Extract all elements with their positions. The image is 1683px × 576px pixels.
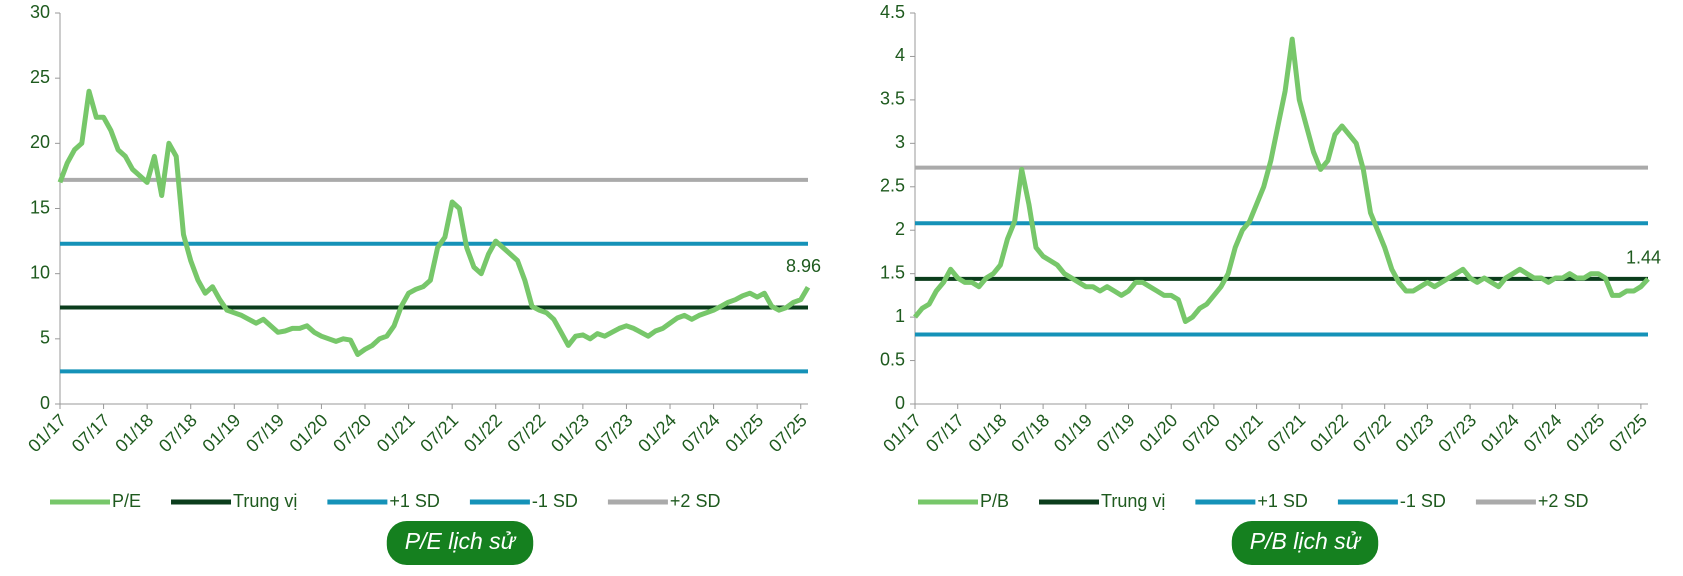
x-tick-label: 07/21 <box>1263 410 1309 456</box>
caption-pill <box>1231 521 1379 565</box>
y-tick-label: 0 <box>40 393 50 413</box>
x-tick-label: 01/23 <box>547 410 593 456</box>
x-tick-label: 07/22 <box>503 410 549 456</box>
x-tick-label: 01/17 <box>879 410 925 456</box>
x-tick-label: 01/22 <box>1306 410 1352 456</box>
x-tick-label: 01/23 <box>1392 410 1438 456</box>
legend-label: +1 SD <box>1257 491 1308 511</box>
y-tick-label: 25 <box>30 67 50 87</box>
x-tick-label: 07/17 <box>922 410 968 456</box>
y-tick-label: 30 <box>30 2 50 22</box>
legend-label: +1 SD <box>389 491 440 511</box>
x-tick-label: 01/18 <box>111 410 157 456</box>
x-tick-label: 01/25 <box>721 410 767 456</box>
legend-label: P/E <box>112 491 141 511</box>
x-tick-label: 01/21 <box>373 410 419 456</box>
y-tick-label: 4.5 <box>880 2 905 22</box>
y-tick-label: 0 <box>895 393 905 413</box>
x-tick-label: 07/24 <box>1520 410 1566 456</box>
x-tick-label: 01/20 <box>1135 410 1181 456</box>
x-tick-label: 01/17 <box>24 410 70 456</box>
x-tick-label: 07/23 <box>591 410 637 456</box>
end-label: 1.44 <box>1626 248 1661 268</box>
caption: P/B lịch sử <box>1250 528 1362 554</box>
legend-label: Trung vị <box>233 491 297 511</box>
y-tick-label: 15 <box>30 197 50 217</box>
x-tick-label: 07/25 <box>765 410 811 456</box>
y-tick-label: 10 <box>30 262 50 282</box>
end-label: 8.96 <box>786 256 821 276</box>
y-tick-label: 1 <box>895 306 905 326</box>
x-tick-label: 01/25 <box>1562 410 1608 456</box>
legend-label: P/B <box>980 491 1009 511</box>
y-tick-label: 0.5 <box>880 349 905 369</box>
x-tick-label: 01/24 <box>1477 410 1523 456</box>
x-tick-label: 07/22 <box>1349 410 1395 456</box>
data-line <box>913 36 1650 324</box>
x-tick-label: 07/18 <box>155 410 201 456</box>
y-tick-label: 1.5 <box>880 262 905 282</box>
caption-pill <box>386 521 534 565</box>
y-tick-label: 2 <box>895 219 905 239</box>
legend-label: +2 SD <box>1538 491 1589 511</box>
x-tick-label: 01/22 <box>460 410 506 456</box>
x-tick-label: 07/19 <box>242 410 288 456</box>
x-tick-label: 07/20 <box>329 410 375 456</box>
y-tick-label: 4 <box>895 45 905 65</box>
caption: P/E lịch sử <box>405 528 517 554</box>
x-tick-label: 07/17 <box>68 410 114 456</box>
x-tick-label: 07/18 <box>1007 410 1053 456</box>
x-tick-label: 01/24 <box>634 410 680 456</box>
x-tick-label: 07/23 <box>1434 410 1480 456</box>
x-tick-label: 07/21 <box>416 410 462 456</box>
x-tick-label: 07/24 <box>678 410 724 456</box>
x-tick-label: 01/21 <box>1221 410 1267 456</box>
legend-label: +2 SD <box>670 491 721 511</box>
data-line <box>57 88 811 357</box>
legend-label: -1 SD <box>1400 491 1446 511</box>
x-tick-label: 01/19 <box>198 410 244 456</box>
x-tick-label: 07/25 <box>1605 410 1651 456</box>
y-tick-label: 20 <box>30 132 50 152</box>
legend-label: -1 SD <box>532 491 578 511</box>
x-tick-label: 01/20 <box>286 410 332 456</box>
y-tick-label: 3 <box>895 132 905 152</box>
y-tick-label: 2.5 <box>880 176 905 196</box>
x-tick-label: 07/20 <box>1178 410 1224 456</box>
y-tick-label: 3.5 <box>880 89 905 109</box>
x-tick-label: 07/19 <box>1093 410 1139 456</box>
y-tick-label: 5 <box>40 328 50 348</box>
x-tick-label: 01/19 <box>1050 410 1096 456</box>
legend-label: Trung vị <box>1101 491 1165 511</box>
x-tick-label: 01/18 <box>965 410 1011 456</box>
